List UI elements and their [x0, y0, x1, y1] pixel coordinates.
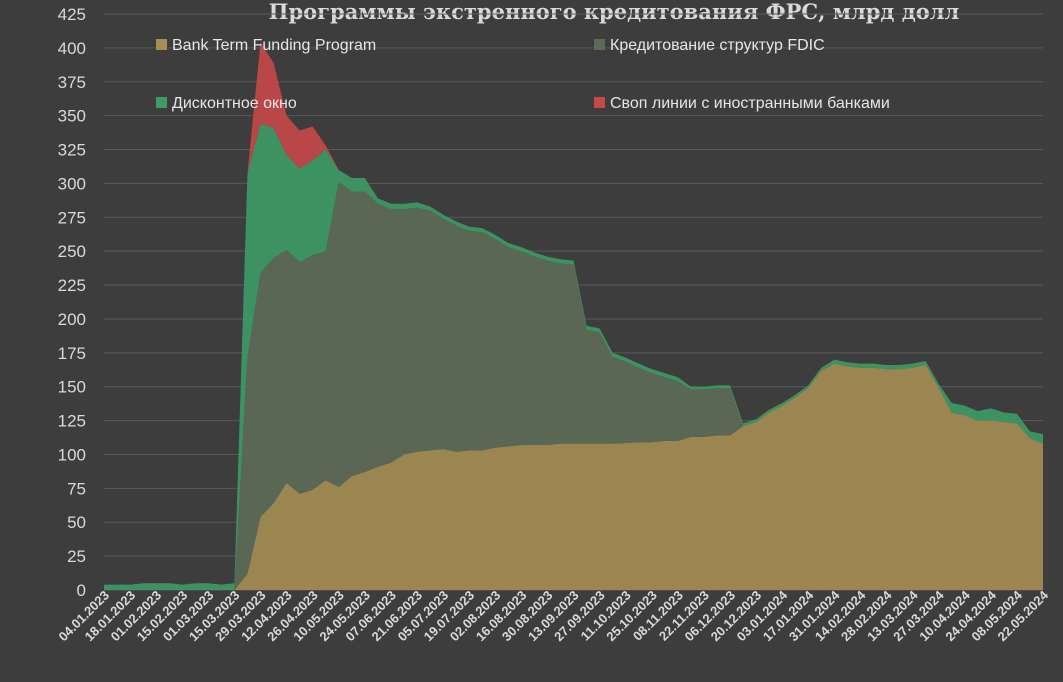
y-tick-label: 325	[58, 141, 86, 160]
legend-swatch	[156, 39, 167, 50]
y-tick-label: 75	[67, 479, 86, 498]
y-tick-label: 425	[58, 5, 86, 24]
y-tick-label: 175	[58, 344, 86, 363]
y-tick-label: 150	[58, 378, 86, 397]
y-tick-label: 400	[58, 39, 86, 58]
y-tick-label: 350	[58, 107, 86, 126]
y-tick-label: 125	[58, 412, 86, 431]
area-series-1	[104, 182, 1043, 590]
legend-label: Дисконтное окно	[172, 95, 297, 112]
y-tick-label: 50	[67, 513, 86, 532]
legend-swatch	[594, 97, 605, 108]
y-tick-label: 250	[58, 242, 86, 261]
y-tick-label: 375	[58, 73, 86, 92]
y-tick-label: 200	[58, 310, 86, 329]
chart-title: Программы экстренного кредитования ФРС, …	[269, 0, 960, 24]
y-axis: 0 25 50 75 100 125 150 175 200 225 250 275 300 325 350…	[58, 5, 86, 600]
x-axis: 04.01.202318.01.202301.02.202315.02.2023…	[55, 587, 1051, 644]
legend-label: Bank Term Funding Program	[172, 37, 376, 54]
area-series-0	[104, 363, 1043, 590]
legend-swatch	[594, 39, 605, 50]
y-tick-label: 0	[77, 581, 86, 600]
legend: Bank Term Funding Program Кредитование ст…	[156, 37, 890, 112]
y-tick-label: 25	[67, 547, 86, 566]
y-tick-label: 225	[58, 276, 86, 295]
y-tick-label: 100	[58, 445, 86, 464]
y-tick-label: 300	[58, 174, 86, 193]
legend-label: Своп линии с иностранными банками	[610, 95, 890, 112]
y-tick-label: 275	[58, 208, 86, 227]
legend-label: Кредитование структур FDIC	[610, 37, 825, 54]
plot-area	[104, 42, 1043, 590]
legend-swatch	[156, 97, 167, 108]
